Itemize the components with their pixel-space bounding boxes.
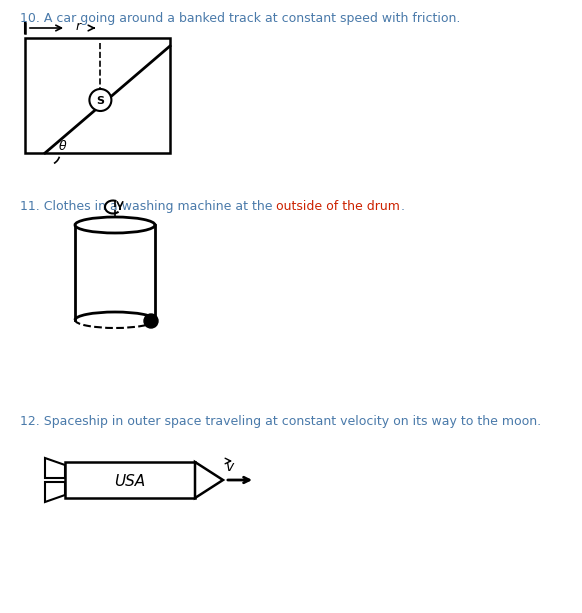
Text: 11. Clothes in a washing machine at the: 11. Clothes in a washing machine at the <box>20 200 276 213</box>
Text: USA: USA <box>115 473 146 489</box>
Polygon shape <box>195 462 223 498</box>
Circle shape <box>90 89 111 111</box>
Ellipse shape <box>75 217 155 233</box>
Text: $\theta$: $\theta$ <box>58 139 68 153</box>
Polygon shape <box>45 482 65 502</box>
Text: 12. Spaceship in outer space traveling at constant velocity on its way to the mo: 12. Spaceship in outer space traveling a… <box>20 415 541 428</box>
Text: .: . <box>400 200 404 213</box>
Text: r: r <box>76 20 80 34</box>
Bar <box>65 462 195 498</box>
Text: outside of the drum: outside of the drum <box>276 200 400 213</box>
Text: 10. A car going around a banked track at constant speed with friction.: 10. A car going around a banked track at… <box>20 12 460 25</box>
Text: S: S <box>97 96 104 106</box>
Polygon shape <box>45 458 65 478</box>
Bar <box>25 38 170 153</box>
Circle shape <box>144 314 158 328</box>
Text: v: v <box>226 460 234 474</box>
